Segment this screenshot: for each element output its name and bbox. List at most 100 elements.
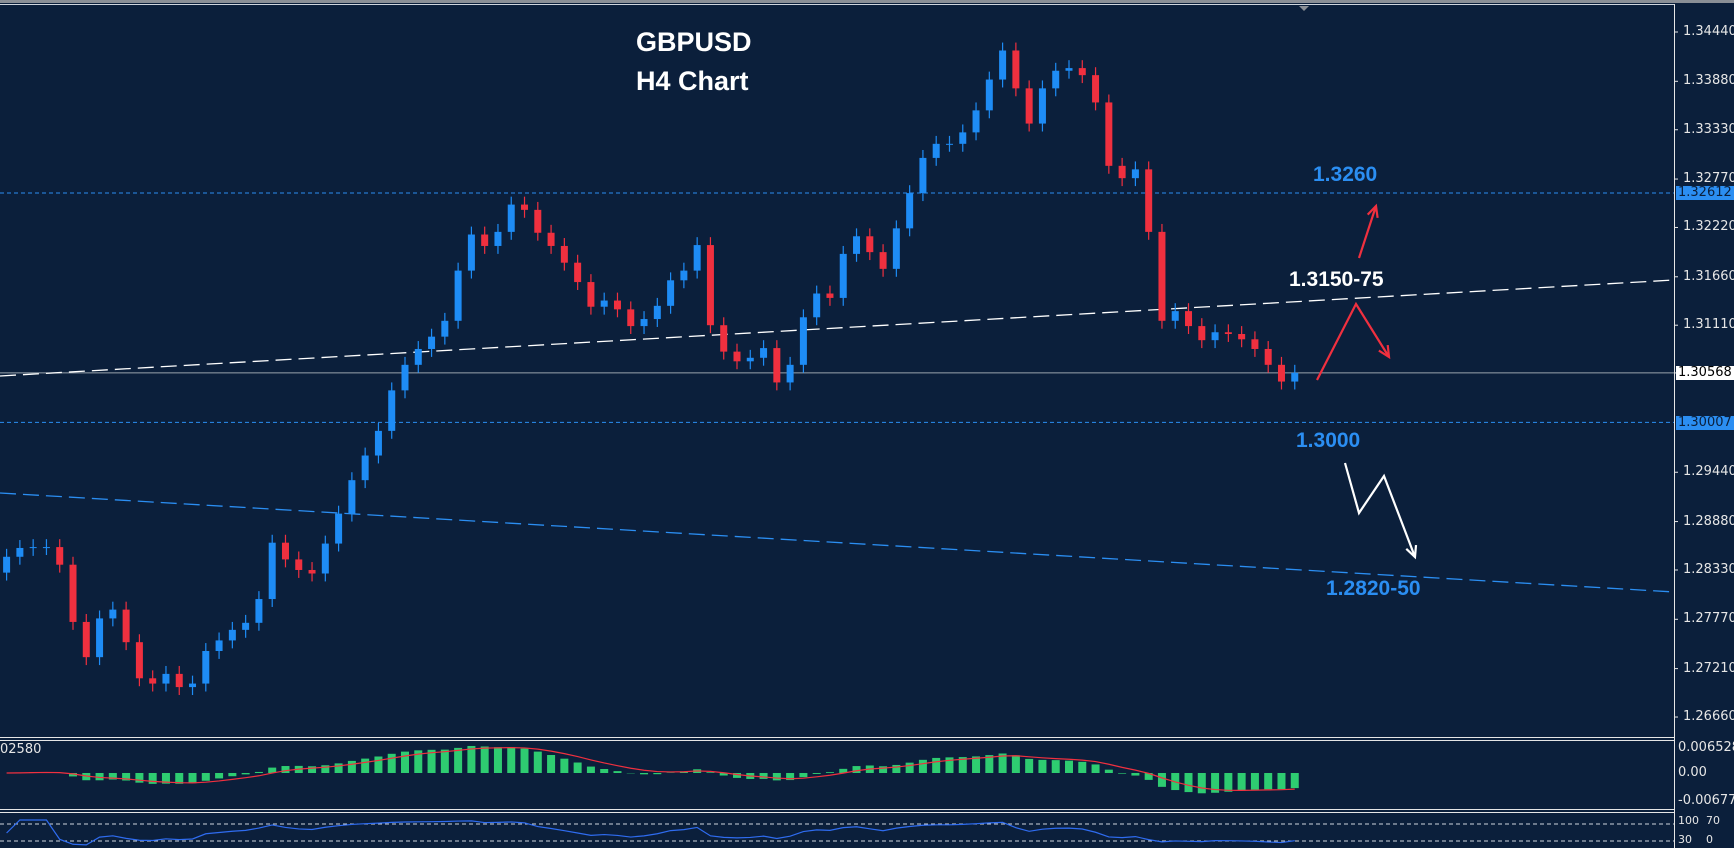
macd-histogram-bar — [1290, 773, 1299, 789]
candle-bearish — [1092, 75, 1100, 103]
macd-histogram-bar — [361, 758, 370, 773]
candle-bearish — [149, 678, 157, 684]
candle-bullish — [746, 357, 754, 362]
candle-bullish — [202, 650, 210, 684]
macd-histogram-bar — [122, 773, 131, 781]
macd-histogram-bar — [653, 773, 662, 775]
macd-histogram-bar — [772, 773, 781, 781]
label-pivot: 1.3150-75 — [1289, 268, 1384, 291]
candle-bearish — [733, 351, 741, 362]
arrow-pullback-head-icon — [1378, 344, 1391, 360]
price-tick-label: 1.32220 — [1683, 219, 1734, 235]
macd-histogram-bar — [733, 773, 741, 778]
macd-histogram-bar — [586, 766, 595, 773]
candle-bearish — [521, 204, 529, 210]
macd-histogram-bar — [188, 773, 197, 784]
arrow-breakout-up-head-icon — [1366, 203, 1379, 219]
macd-tick: -0.006775 — [1678, 793, 1734, 808]
macd-histogram-bar — [786, 773, 795, 781]
macd-histogram-bar — [507, 747, 516, 773]
candle-bullish — [999, 50, 1007, 80]
macd-histogram-bar — [347, 760, 356, 773]
label-target: 1.2820-50 — [1326, 577, 1421, 600]
candle-bearish — [1264, 348, 1272, 365]
candle-bullish — [1171, 311, 1179, 321]
macd-histogram-bar — [1051, 760, 1060, 773]
price-tick-label: 1.28330 — [1683, 561, 1734, 577]
candle-bullish — [109, 609, 117, 619]
candle-bullish — [1052, 70, 1060, 89]
candle-bullish — [414, 348, 422, 365]
macd-histogram-bar — [839, 768, 848, 773]
candle-bullish — [1065, 68, 1073, 71]
candle-bullish — [760, 348, 768, 358]
macd-histogram-bar — [374, 756, 383, 773]
macd-histogram-bar — [1144, 773, 1153, 780]
macd-histogram-bar — [918, 759, 927, 773]
macd-histogram-bar — [1237, 773, 1246, 791]
candle-bearish — [574, 262, 582, 283]
candle-bearish — [82, 621, 90, 658]
macd-histogram-bar — [1277, 773, 1286, 790]
label-resistance: 1.3260 — [1313, 163, 1378, 186]
macd-histogram-bar — [427, 749, 436, 773]
candle-bullish — [1211, 332, 1219, 341]
candle-bullish — [215, 640, 223, 651]
macd-histogram-bar — [998, 753, 1007, 773]
macd-histogram-bar — [600, 768, 609, 773]
macd-histogram-bar — [254, 771, 263, 773]
macd-histogram-bar — [533, 751, 542, 773]
macd-histogram-bar — [1078, 761, 1087, 773]
candle-bullish — [1131, 169, 1139, 179]
chart-subtitle: H4 Chart — [636, 66, 749, 96]
candle-bearish — [1158, 231, 1166, 321]
rsi-line — [6, 819, 1295, 846]
candle-bullish — [799, 317, 807, 365]
candle-bullish — [786, 364, 794, 383]
candle-bullish — [388, 390, 396, 431]
macd-histogram-bar — [1184, 773, 1193, 793]
candle-bullish — [441, 320, 449, 337]
candle-bearish — [720, 325, 728, 352]
candle-bullish — [839, 253, 847, 298]
macd-histogram-bar — [135, 773, 144, 783]
candle-bullish — [16, 547, 24, 557]
candle-bearish — [295, 559, 303, 570]
candle-bullish — [693, 245, 701, 271]
candle-bullish — [255, 599, 263, 623]
macd-histogram-bar — [1197, 773, 1206, 794]
candle-bullish — [428, 336, 436, 349]
macd-histogram-bar — [228, 773, 237, 777]
candle-bullish — [189, 683, 197, 688]
candle-bearish — [560, 245, 568, 263]
candle-bullish — [653, 305, 661, 320]
macd-histogram-bar — [215, 773, 224, 779]
macd-histogram-bar — [108, 773, 117, 780]
macd-histogram-bar — [1211, 773, 1220, 793]
price-tick-label: 1.26660 — [1683, 709, 1734, 725]
macd-histogram-bar — [1038, 759, 1047, 773]
level-label-resistance: 1.32612 — [1676, 186, 1734, 200]
candle-bullish — [29, 547, 37, 549]
macd-histogram-bar — [1157, 773, 1166, 787]
macd-value-label: 02580 — [0, 742, 42, 757]
macd-histogram-bar — [547, 754, 556, 773]
candle-bearish — [122, 609, 130, 643]
macd-histogram-bar — [640, 773, 649, 775]
candle-bullish — [401, 364, 409, 391]
macd-histogram-bar — [321, 765, 330, 773]
candle-bullish — [853, 236, 861, 254]
macd-histogram-bar — [892, 764, 901, 773]
arrow-pullback — [1316, 301, 1390, 381]
macd-histogram-bar — [985, 755, 994, 773]
rsi-tick: 30 — [1678, 833, 1692, 846]
candle-bearish — [308, 569, 316, 574]
candle-bullish — [959, 132, 967, 144]
candle-bearish — [1238, 334, 1246, 340]
macd-histogram-bar — [1250, 773, 1259, 790]
price-tick-label: 1.33330 — [1683, 121, 1734, 137]
candle-bullish — [680, 270, 688, 281]
price-tick-label: 1.29440 — [1683, 464, 1734, 480]
macd-histogram-bar — [467, 745, 476, 773]
